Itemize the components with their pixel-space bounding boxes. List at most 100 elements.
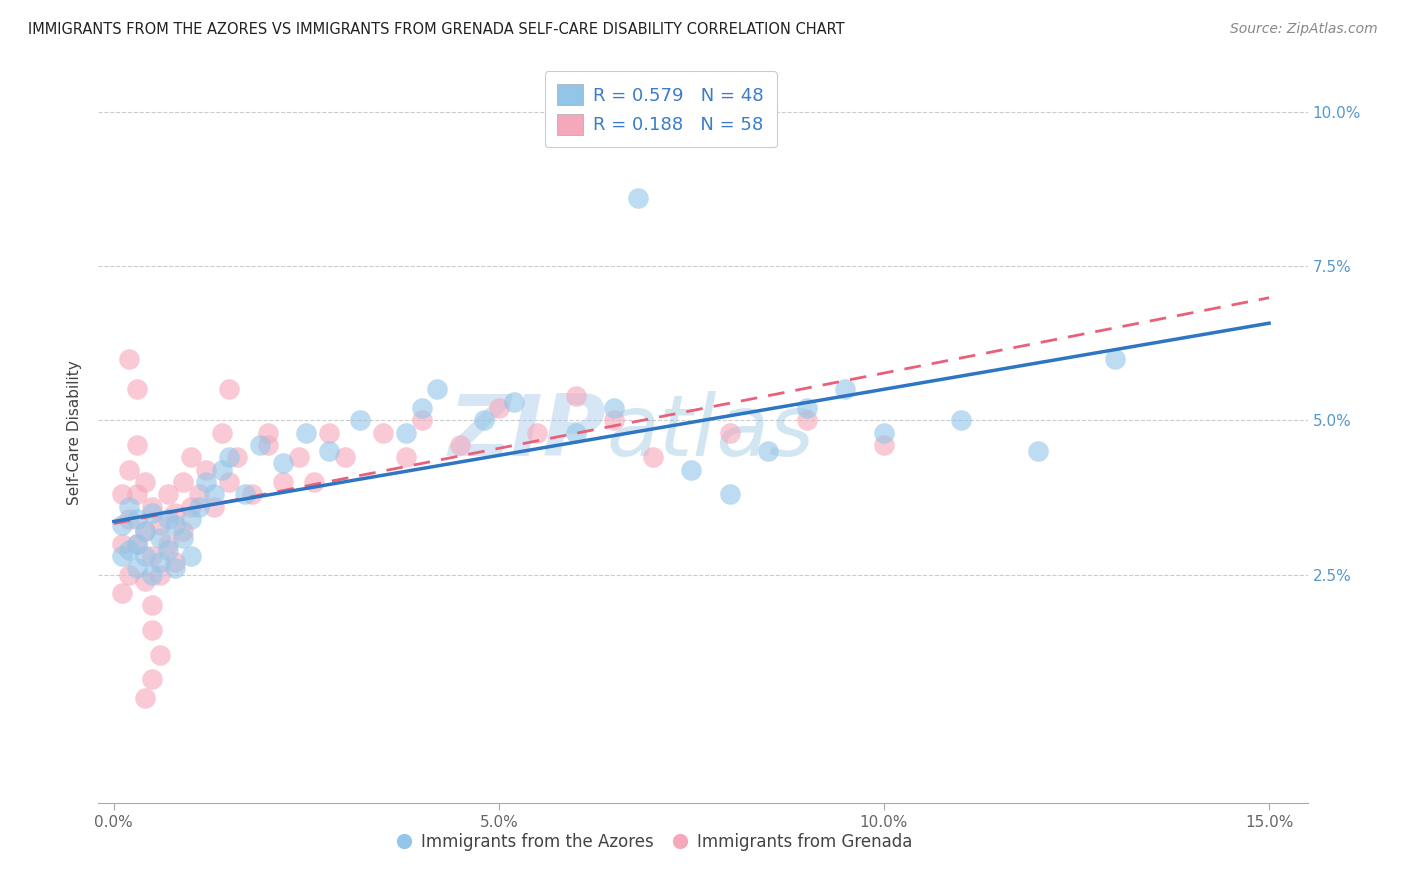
Legend: Immigrants from the Azores, Immigrants from Grenada: Immigrants from the Azores, Immigrants f… [391, 826, 918, 857]
Point [187, 487, 209, 501]
Point [141, 567, 163, 582]
Point [395, 425, 418, 440]
Point [411, 401, 433, 415]
Point [195, 462, 218, 476]
Point [218, 475, 240, 489]
Point [271, 457, 294, 471]
Point [603, 401, 626, 415]
Point [718, 425, 741, 440]
Point [110, 518, 132, 533]
Point [118, 500, 141, 514]
Point [1104, 351, 1126, 366]
Point [118, 351, 141, 366]
Point [172, 475, 194, 489]
Point [141, 623, 163, 637]
Point [180, 549, 202, 563]
Point [125, 438, 148, 452]
Point [187, 500, 209, 514]
Point [950, 413, 973, 427]
Point [218, 450, 240, 465]
Point [211, 462, 233, 476]
Point [257, 438, 280, 452]
Point [156, 512, 179, 526]
Point [349, 413, 371, 427]
Point [873, 425, 896, 440]
Point [141, 500, 163, 514]
Point [156, 487, 179, 501]
Point [287, 450, 309, 465]
Point [141, 673, 163, 687]
Point [149, 518, 172, 533]
Point [503, 394, 526, 409]
Point [110, 549, 132, 563]
Y-axis label: Self-Care Disability: Self-Care Disability [67, 360, 83, 505]
Text: ZIP: ZIP [449, 391, 606, 475]
Point [134, 524, 156, 539]
Point [172, 531, 194, 545]
Point [202, 500, 225, 514]
Point [125, 487, 148, 501]
Point [134, 549, 156, 563]
Point [125, 561, 148, 575]
Point [395, 450, 418, 465]
Point [149, 567, 172, 582]
Point [488, 401, 510, 415]
Point [641, 450, 664, 465]
Point [165, 555, 187, 569]
Point [373, 425, 395, 440]
Point [295, 425, 318, 440]
Text: IMMIGRANTS FROM THE AZORES VS IMMIGRANTS FROM GRENADA SELF-CARE DISABILITY CORRE: IMMIGRANTS FROM THE AZORES VS IMMIGRANTS… [28, 22, 845, 37]
Point [472, 413, 495, 427]
Text: Source: ZipAtlas.com: Source: ZipAtlas.com [1230, 22, 1378, 37]
Point [125, 536, 148, 550]
Point [110, 536, 132, 550]
Point [333, 450, 356, 465]
Point [156, 542, 179, 557]
Point [526, 425, 548, 440]
Point [834, 383, 856, 397]
Point [149, 648, 172, 662]
Point [226, 450, 249, 465]
Point [149, 531, 172, 545]
Point [149, 555, 172, 569]
Point [211, 425, 233, 440]
Point [118, 462, 141, 476]
Point [202, 487, 225, 501]
Point [626, 191, 648, 205]
Point [180, 500, 202, 514]
Text: atlas: atlas [606, 391, 814, 475]
Point [125, 512, 148, 526]
Point [218, 383, 240, 397]
Point [141, 549, 163, 563]
Point [318, 425, 340, 440]
Point [1026, 444, 1049, 458]
Point [249, 438, 271, 452]
Point [233, 487, 256, 501]
Point [242, 487, 264, 501]
Point [603, 413, 626, 427]
Point [125, 383, 148, 397]
Point [180, 450, 202, 465]
Point [565, 389, 588, 403]
Point [195, 475, 218, 489]
Point [796, 401, 818, 415]
Point [718, 487, 741, 501]
Point [141, 506, 163, 520]
Point [796, 413, 818, 427]
Point [165, 518, 187, 533]
Point [565, 425, 588, 440]
Point [134, 475, 156, 489]
Point [110, 487, 132, 501]
Point [165, 561, 187, 575]
Point [134, 574, 156, 588]
Point [426, 383, 449, 397]
Point [873, 438, 896, 452]
Point [318, 444, 340, 458]
Point [118, 567, 141, 582]
Point [165, 506, 187, 520]
Point [271, 475, 294, 489]
Point [118, 512, 141, 526]
Point [758, 444, 780, 458]
Point [110, 586, 132, 600]
Point [449, 438, 471, 452]
